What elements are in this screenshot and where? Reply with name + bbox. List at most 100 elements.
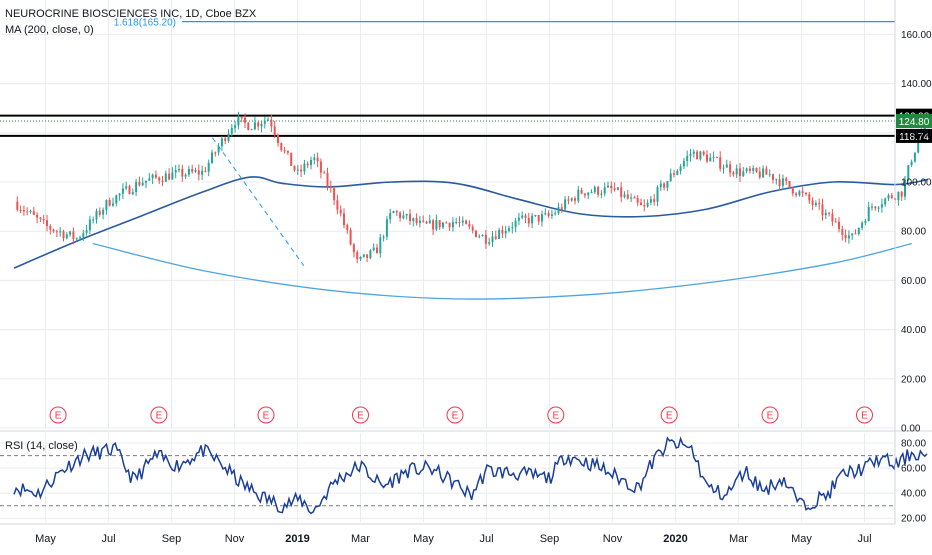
candle-body <box>72 231 75 239</box>
candle-body <box>603 187 606 194</box>
candle <box>164 170 167 182</box>
candle-body <box>890 195 893 199</box>
candle <box>65 232 68 240</box>
candle-body <box>874 206 877 209</box>
candle <box>838 217 840 233</box>
candle <box>270 114 273 133</box>
candle-body <box>135 181 138 193</box>
candle <box>468 220 471 230</box>
candle <box>445 221 448 224</box>
candle-body <box>237 117 240 126</box>
candle-body <box>663 183 666 188</box>
candle <box>682 157 685 169</box>
candle-body <box>184 174 187 177</box>
candle <box>141 177 144 186</box>
candle-body <box>293 165 296 171</box>
candle-body <box>623 194 626 197</box>
candle-body <box>224 138 227 142</box>
candle <box>679 163 682 175</box>
earnings-marker-circle <box>49 406 67 424</box>
candle <box>663 182 666 191</box>
candle-body <box>567 199 570 201</box>
candle <box>442 221 444 230</box>
candle <box>349 227 352 246</box>
candle-body <box>379 237 382 254</box>
candle <box>874 205 877 211</box>
candle <box>828 211 831 217</box>
candle-body <box>323 172 326 174</box>
candle <box>841 225 844 241</box>
price-tick-160.00: 160.00 <box>901 30 932 41</box>
candle-body <box>112 203 114 206</box>
candle-body <box>201 170 204 175</box>
candle <box>547 210 550 219</box>
candle <box>577 186 580 204</box>
candle <box>362 254 365 258</box>
candle-body <box>46 220 48 227</box>
candle-body <box>547 213 550 216</box>
candle <box>686 150 689 167</box>
candle <box>732 170 735 177</box>
ma-legend[interactable]: MA (200, close, 0) <box>5 24 94 36</box>
candle-body <box>191 169 194 172</box>
candle <box>121 183 124 199</box>
candle <box>62 229 65 242</box>
candle <box>217 143 220 156</box>
candle-body <box>857 227 860 235</box>
candle <box>857 227 860 236</box>
candle-body <box>607 185 609 188</box>
candle <box>79 235 81 241</box>
rsi-tick-40.00: 40.00 <box>901 489 926 500</box>
candle <box>181 164 184 182</box>
candle <box>296 165 299 175</box>
candle-body <box>861 222 864 228</box>
candle-body <box>194 170 197 172</box>
candle <box>633 195 636 199</box>
rsi-legend[interactable]: RSI (14, close) <box>5 440 78 452</box>
candle <box>729 160 732 177</box>
candle <box>465 219 468 225</box>
candle <box>564 196 567 212</box>
candle-body <box>42 218 45 221</box>
candle-body <box>422 220 425 222</box>
support-badge <box>896 128 932 143</box>
candle-body <box>306 163 309 166</box>
candle <box>808 191 811 204</box>
candle <box>524 213 527 223</box>
candle <box>702 150 705 157</box>
candle <box>478 234 481 239</box>
time-tick-Sep: Sep <box>162 533 182 545</box>
candle <box>521 211 524 220</box>
candle-body <box>587 192 590 196</box>
candle <box>158 176 161 184</box>
candle <box>834 217 837 223</box>
candle <box>244 113 246 128</box>
candle <box>125 181 128 191</box>
candle <box>583 193 586 199</box>
candle-body <box>128 186 131 195</box>
candle-body <box>821 204 824 216</box>
earnings-marker-label: E <box>666 411 673 422</box>
candle <box>666 180 669 192</box>
candle <box>778 173 781 191</box>
candle-layer <box>16 111 926 264</box>
candle-body <box>435 220 438 230</box>
fib-level-label: 1.618(165.20) <box>114 18 176 29</box>
candle-body <box>405 213 408 216</box>
candle-body <box>217 146 220 153</box>
candle <box>623 191 626 199</box>
symbol-legend[interactable]: NEUROCRINE BIOSCIENCES INC, 1D, Cboe BZX <box>5 8 257 20</box>
candle-body <box>240 117 243 119</box>
time-tick-Jul: Jul <box>479 533 493 545</box>
candle <box>102 207 105 220</box>
candle-body <box>158 177 161 181</box>
candle-body <box>131 192 134 195</box>
candle <box>498 227 501 240</box>
candle <box>626 189 629 200</box>
candle <box>197 164 200 181</box>
candle <box>306 161 309 169</box>
candle <box>343 208 345 229</box>
candle <box>32 206 35 216</box>
